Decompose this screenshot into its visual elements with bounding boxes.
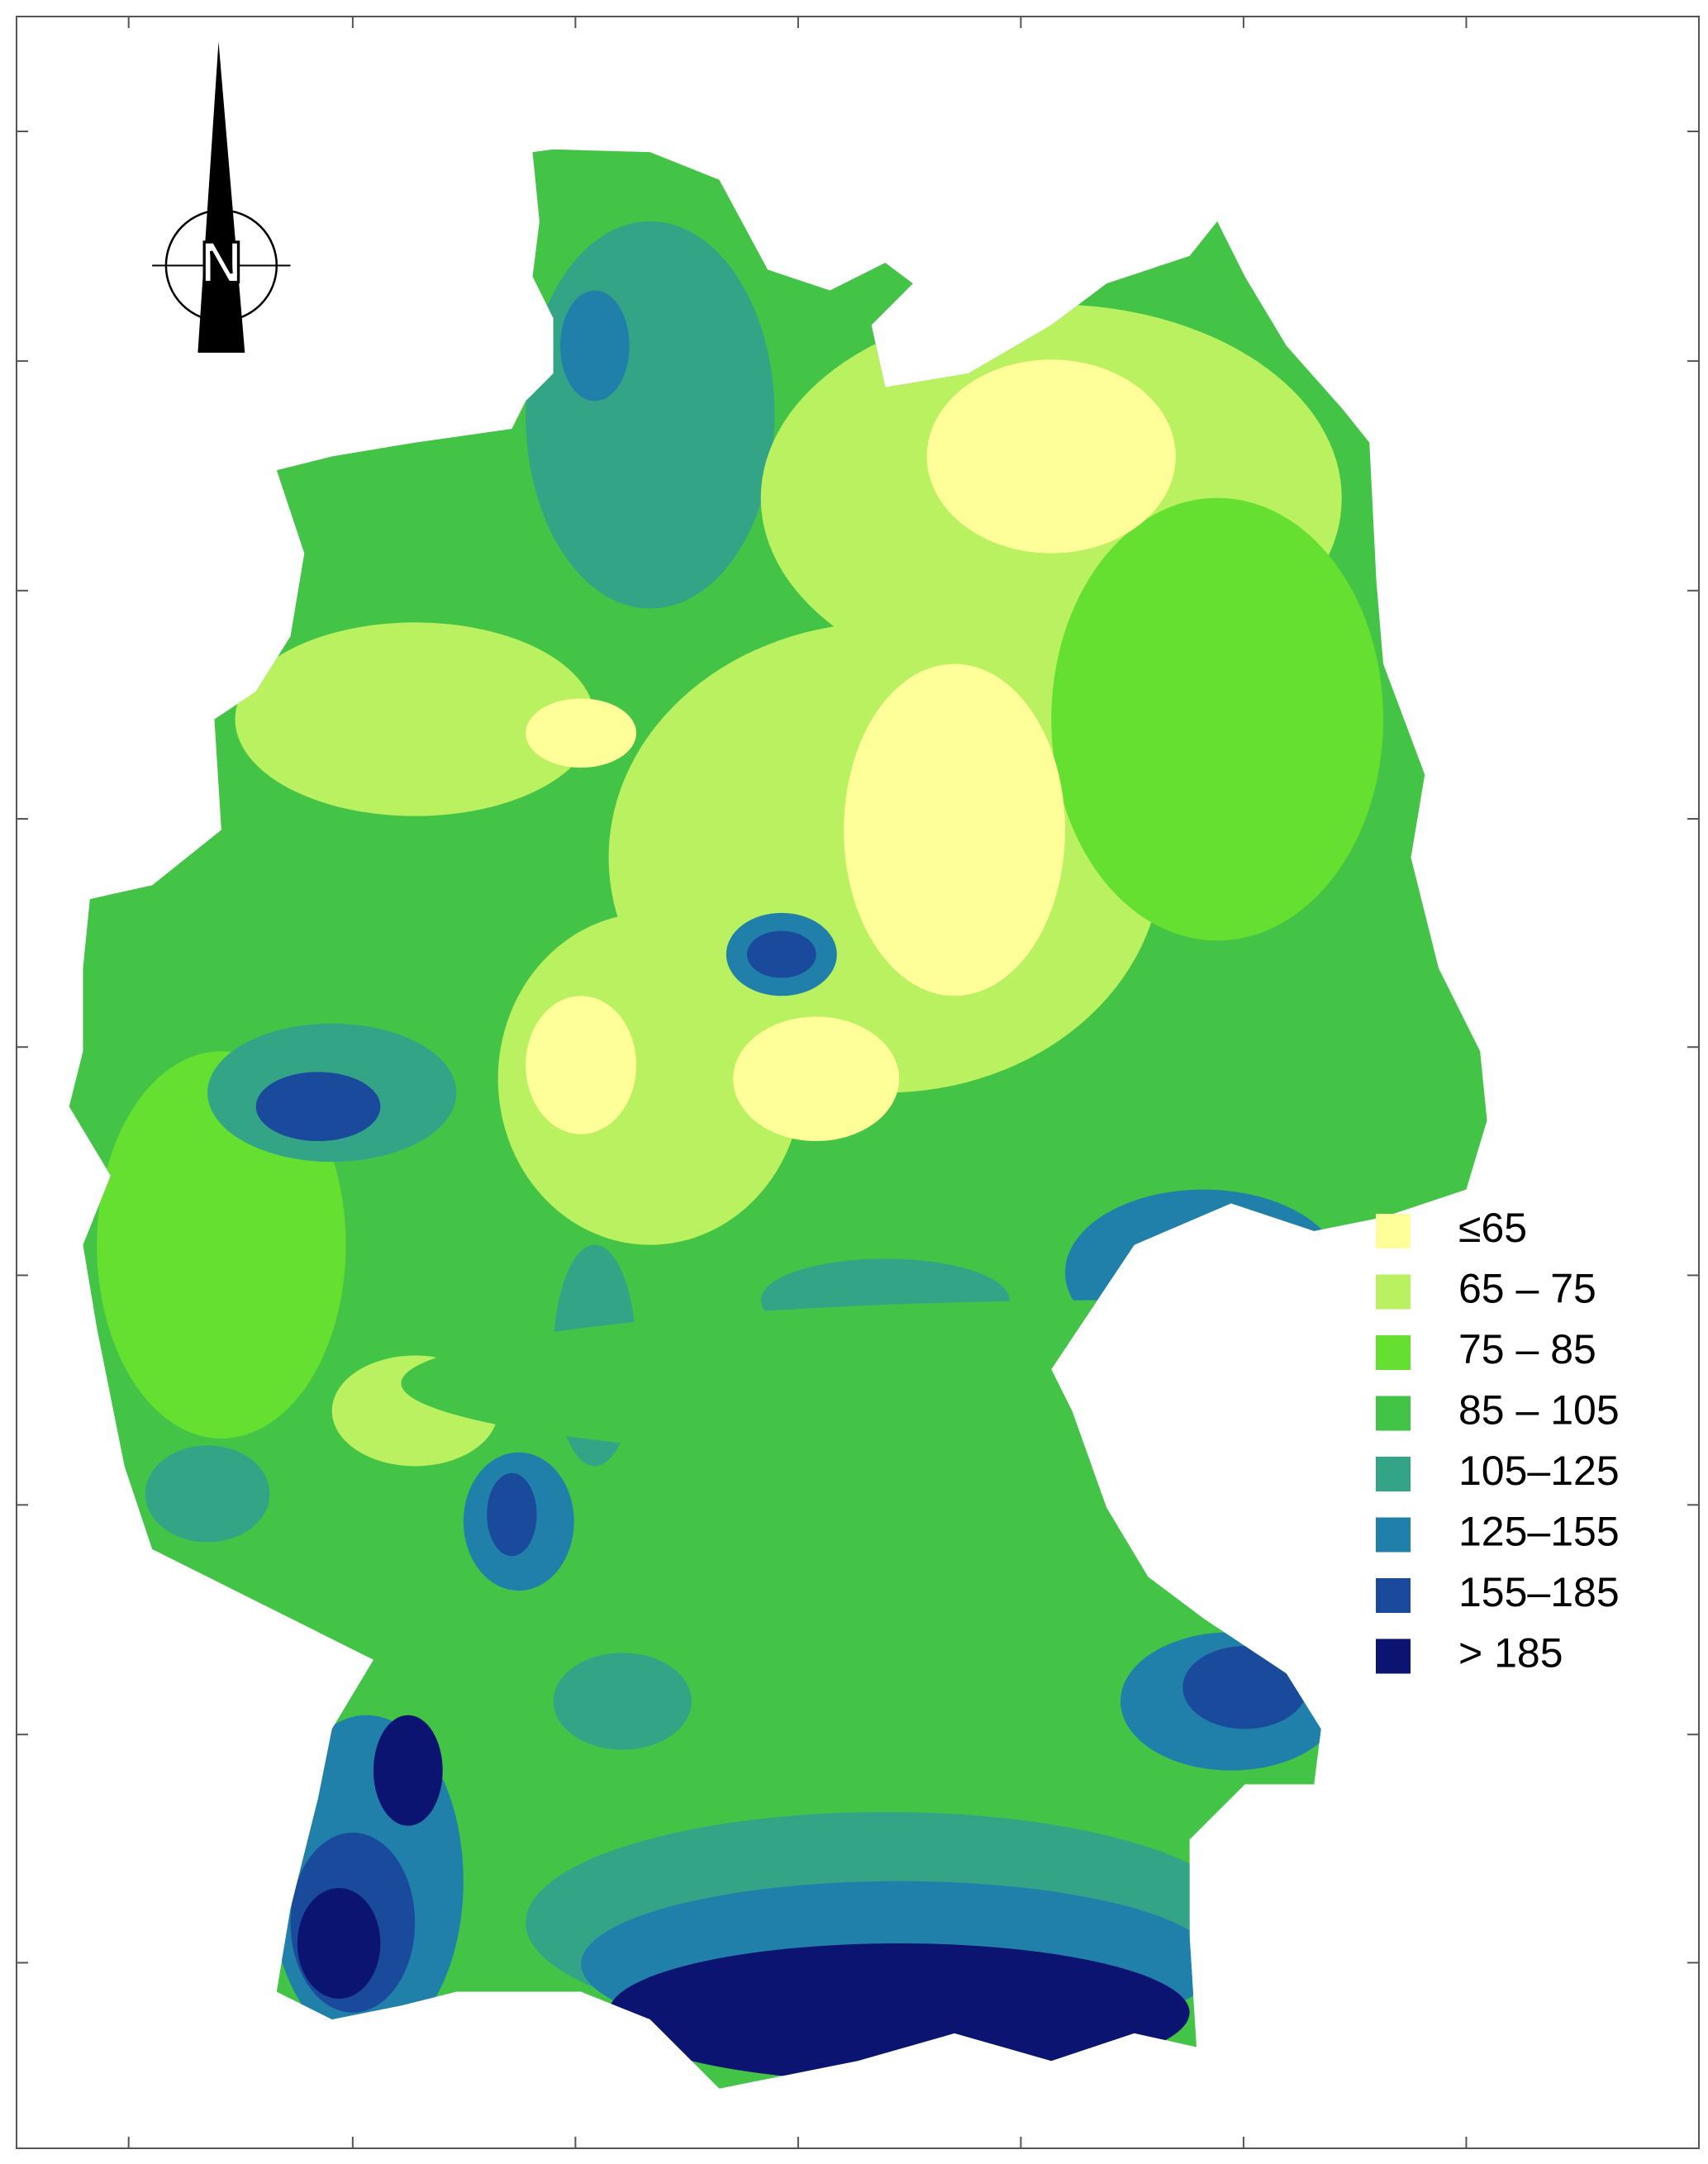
legend-label: 85 – 105: [1458, 1387, 1620, 1434]
legend-label: 105–125: [1458, 1448, 1620, 1494]
precip-zone: [608, 1943, 1190, 2082]
precip-zone: [526, 221, 775, 609]
legend-label: 125–155: [1458, 1509, 1620, 1555]
precip-zone: [526, 996, 637, 1134]
precip-zone: [559, 290, 630, 402]
legend-swatch: [1376, 1396, 1411, 1431]
legend-swatch: [1376, 1214, 1411, 1248]
precip-zone: [235, 622, 595, 816]
precip-zone: [1051, 497, 1383, 941]
precip-zone: [487, 1472, 537, 1557]
legend-label: > 185: [1458, 1630, 1563, 1677]
north-label: N: [200, 230, 242, 295]
map-frame: [16, 16, 1700, 2149]
precip-zone: [844, 663, 1065, 996]
legend-swatch: [1376, 1457, 1411, 1491]
legend-label: 75 – 85: [1458, 1326, 1596, 1372]
legend-swatch: [1376, 1274, 1411, 1310]
legend-label: ≤65: [1458, 1205, 1527, 1251]
precip-zone: [1064, 1189, 1342, 1356]
precip-zone: [553, 1653, 692, 1750]
precip-zone: [145, 1445, 270, 1543]
frame-ticks: [17, 17, 1699, 2148]
precip-zone: [733, 1016, 900, 1142]
precip-zone: [746, 930, 816, 978]
legend-swatch: [1376, 1517, 1411, 1553]
north-arrow: N: [152, 41, 291, 353]
precip-zone: [1182, 1646, 1307, 1729]
precip-zone: [297, 1888, 381, 1999]
legend-swatch: [1376, 1638, 1411, 1674]
legend: ≤65 65 – 75 75 – 85 85 – 105 105–125 125–155 1…: [1376, 1205, 1620, 1677]
precip-zone: [255, 1072, 381, 1142]
legend-label: 65 – 75: [1458, 1266, 1596, 1312]
precip-zone: [497, 912, 802, 1245]
precip-zone: [373, 1715, 443, 1826]
precip-zone: [926, 359, 1176, 554]
legend-swatch: [1376, 1578, 1411, 1613]
precip-zone: [526, 698, 637, 768]
legend-label: 155–185: [1458, 1569, 1620, 1615]
legend-swatch: [1376, 1335, 1411, 1370]
